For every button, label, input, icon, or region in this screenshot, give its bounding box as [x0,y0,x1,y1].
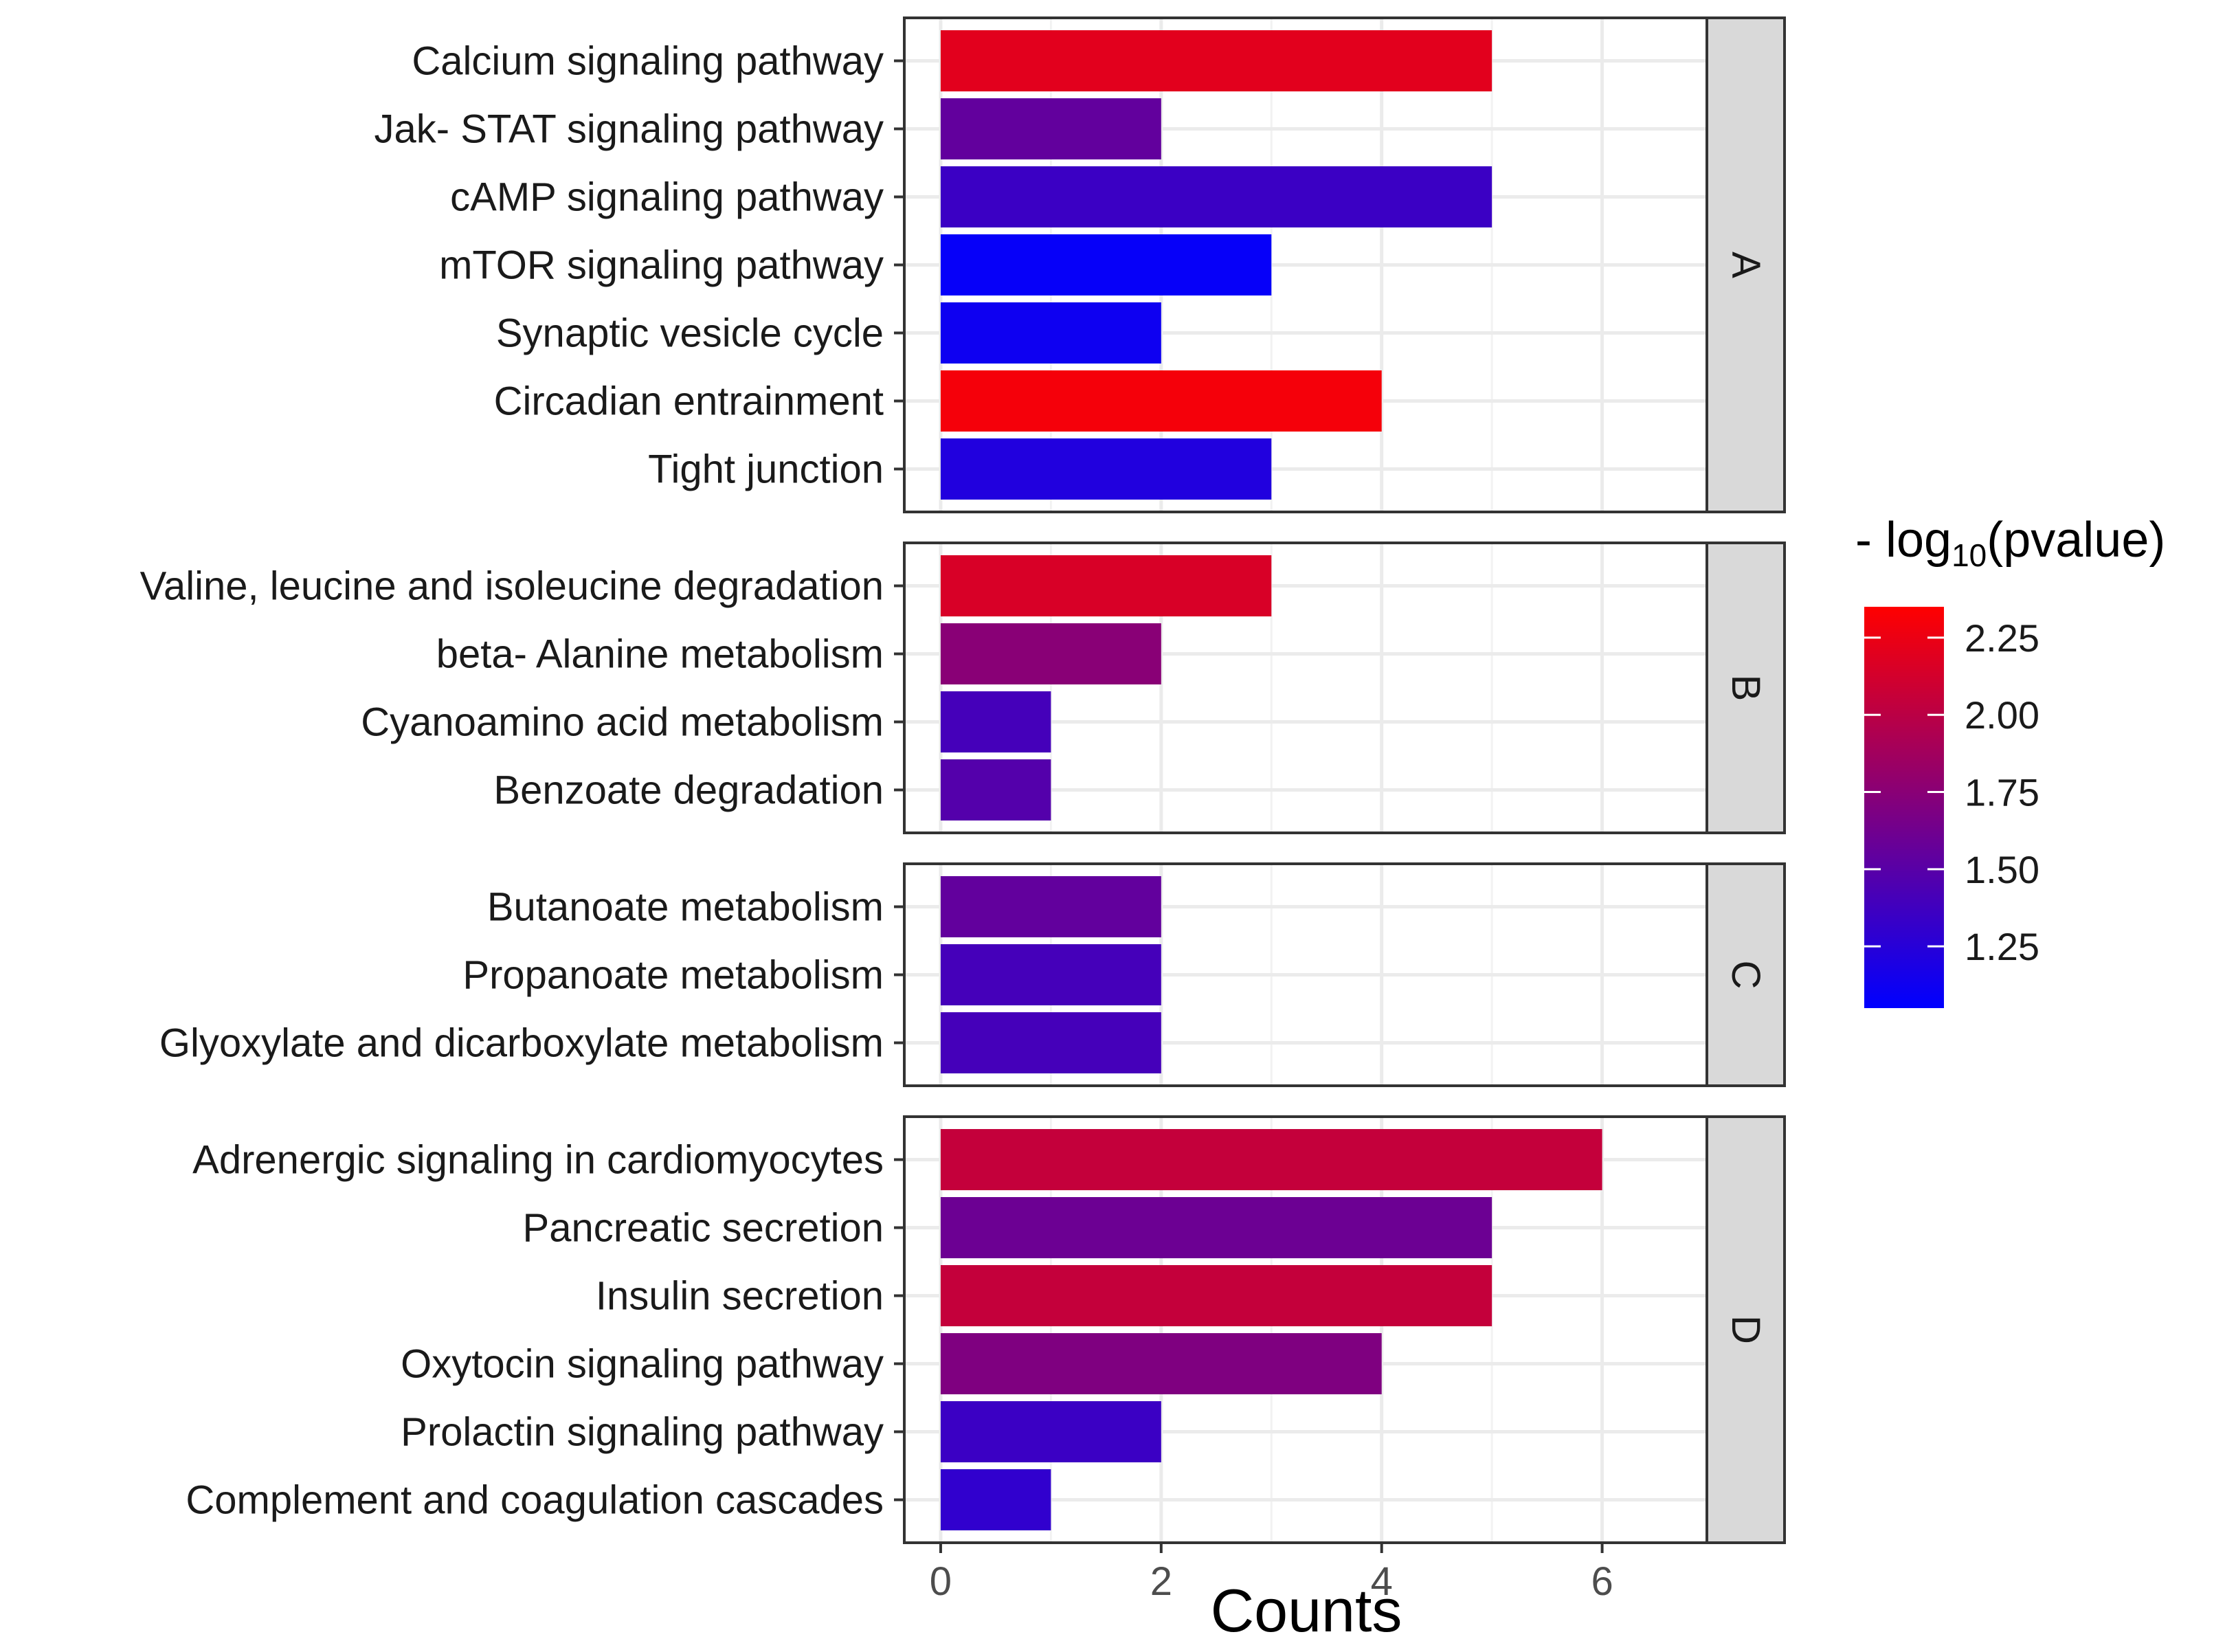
bar-butanoate-metabolism [940,876,1161,937]
category-label: Adrenergic signaling in cardiomyocytes [192,1138,884,1183]
category-label: Valine, leucine and isoleucine degradati… [140,564,884,609]
bar-adrenergic-signaling-in-cardiomyocytes [940,1129,1602,1190]
bar-calcium-signaling-pathway [940,30,1492,91]
category-label: Oxytocin signaling pathway [401,1342,884,1387]
facet-strip [1706,862,1786,1087]
category-label: Calcium signaling pathway [412,39,884,84]
category-label: Jak- STAT signaling pathway [374,107,884,152]
x-axis-title: Counts [1211,1576,1402,1644]
bar-glyoxylate-and-dicarboxylate-metabolism [940,1012,1161,1073]
x-tick-label: 6 [1591,1559,1613,1604]
legend-tick-label: 1.50 [1965,848,2039,891]
legend-tick-label: 1.75 [1965,771,2039,814]
category-label: Propanoate metabolism [462,953,884,998]
category-label: Synaptic vesicle cycle [496,311,884,356]
bar-benzoate-degradation [940,759,1051,821]
category-label: beta- Alanine metabolism [436,632,884,677]
legend-title-prefix: - log [1855,513,1952,568]
bar-pancreatic-secretion [940,1197,1492,1258]
bar-mtor-signaling-pathway [940,234,1272,295]
bar-synaptic-vesicle-cycle [940,302,1161,364]
bar-propanoate-metabolism [940,944,1161,1005]
x-tick-label: 2 [1150,1559,1172,1604]
category-label: Butanoate metabolism [487,885,884,930]
bar-tight-junction [940,438,1272,500]
facet-label-d: D [1723,1315,1768,1344]
category-label: mTOR signaling pathway [439,243,884,288]
category-label: Glyoxylate and dicarboxylate metabolism [159,1021,884,1066]
legend-tick-label: 1.25 [1965,925,2039,968]
facet-label-b: B [1723,675,1768,702]
x-tick-label: 0 [930,1559,952,1604]
category-label: Pancreatic secretion [523,1206,884,1251]
category-label: Insulin secretion [596,1274,884,1319]
category-label: cAMP signaling pathway [450,175,884,220]
legend-tick-label: 2.00 [1965,693,2039,737]
legend-colorbar [1864,607,1944,1008]
category-label: Cyanoamino acid metabolism [361,700,884,745]
facet-strip [1706,542,1786,834]
bar-beta-alanine-metabolism [940,623,1161,684]
bar-prolactin-signaling-pathway [940,1401,1161,1462]
facet-label-c: C [1723,961,1768,990]
bar-valine-leucine-and-isoleucine-degradation [940,555,1272,616]
bar-cyanoamino-acid-metabolism [940,691,1051,752]
category-label: Prolactin signaling pathway [401,1410,884,1455]
category-label: Tight junction [648,447,884,492]
bar-oxytocin-signaling-pathway [940,1333,1382,1394]
category-label: Benzoate degradation [493,768,884,813]
legend-title-subscript: 10 [1952,537,1987,573]
plot-area: Calcium signaling pathway Jak- STAT signa… [140,16,1786,1604]
category-label: Complement and coagulation cascades [186,1478,884,1523]
x-tick-label: 4 [1371,1559,1393,1604]
color-legend: - log10(pvalue) 1.25 1.50 1.75 2.00 2.25 [1855,513,2165,1008]
legend-title: - log10(pvalue) [1855,513,2165,573]
facet-label-a: A [1723,252,1768,278]
bar-circadian-entrainment [940,370,1382,432]
bar-insulin-secretion [940,1265,1492,1326]
facet-strip [1706,16,1786,513]
bar-camp-signaling-pathway [940,166,1492,227]
legend-tick-label: 2.25 [1965,616,2039,660]
facet-strip [1706,1115,1786,1544]
legend-title-suffix: (pvalue) [1987,513,2165,568]
bar-complement-and-coagulation-cascades [940,1469,1051,1530]
category-label: Circadian entrainment [494,379,884,424]
bar-jak-stat-signaling-pathway [940,98,1161,159]
